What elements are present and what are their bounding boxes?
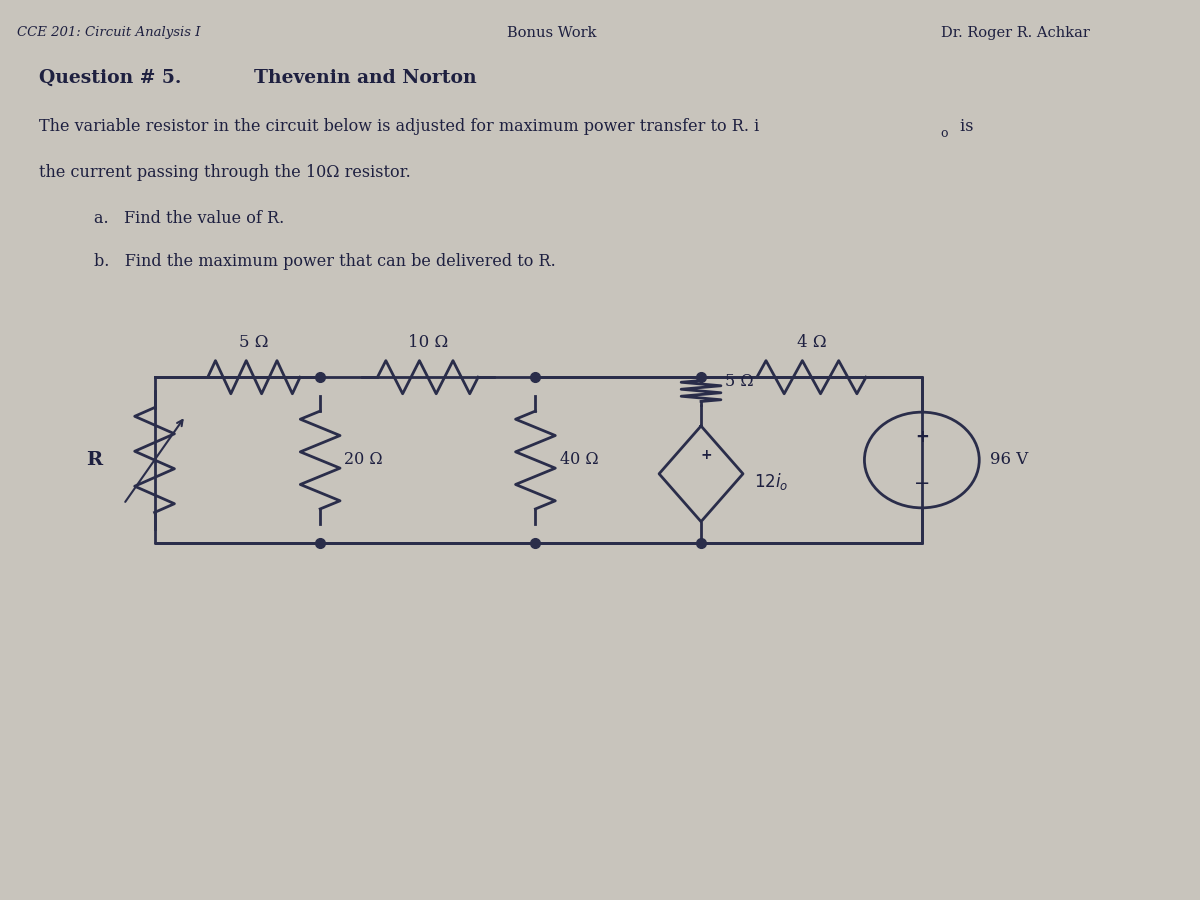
Text: 40 Ω: 40 Ω <box>559 452 599 469</box>
Text: 5 Ω: 5 Ω <box>239 335 269 351</box>
Text: 20 Ω: 20 Ω <box>344 452 383 469</box>
Text: the current passing through the 10Ω resistor.: the current passing through the 10Ω resi… <box>38 164 410 181</box>
Text: o: o <box>941 127 948 140</box>
Text: 5 Ω: 5 Ω <box>725 374 754 391</box>
Text: a.   Find the value of R.: a. Find the value of R. <box>94 210 284 227</box>
Text: b.   Find the maximum power that can be delivered to R.: b. Find the maximum power that can be de… <box>94 253 556 270</box>
Text: R: R <box>85 451 102 469</box>
Text: The variable resistor in the circuit below is adjusted for maximum power transfe: The variable resistor in the circuit bel… <box>38 118 758 135</box>
Text: $12i_o$: $12i_o$ <box>754 471 788 491</box>
Text: +: + <box>701 448 713 463</box>
Text: CCE 201: Circuit Analysis I: CCE 201: Circuit Analysis I <box>17 26 200 39</box>
Text: Bonus Work: Bonus Work <box>508 26 596 40</box>
Text: Thevenin and Norton: Thevenin and Norton <box>254 69 476 87</box>
Text: 96 V: 96 V <box>990 452 1028 469</box>
Text: Question # 5.: Question # 5. <box>38 69 181 87</box>
Text: −: − <box>913 473 930 492</box>
Text: Dr. Roger R. Achkar: Dr. Roger R. Achkar <box>941 26 1090 40</box>
Text: is: is <box>955 118 973 135</box>
Text: 10 Ω: 10 Ω <box>408 335 448 351</box>
Text: +: + <box>914 428 929 446</box>
Text: 4 Ω: 4 Ω <box>797 335 827 351</box>
